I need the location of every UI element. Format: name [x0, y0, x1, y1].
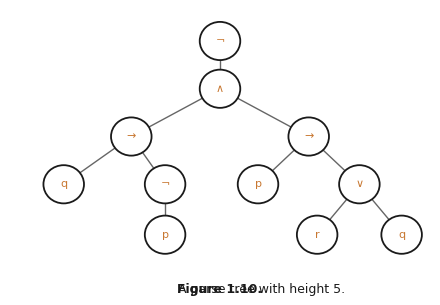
- Text: →: →: [304, 131, 313, 142]
- Ellipse shape: [200, 70, 240, 108]
- Text: Figure 1.10.: Figure 1.10.: [177, 283, 263, 296]
- Text: p: p: [161, 230, 169, 240]
- Text: q: q: [60, 179, 67, 189]
- Text: ∨: ∨: [356, 179, 363, 189]
- Ellipse shape: [200, 22, 240, 60]
- Ellipse shape: [238, 165, 278, 203]
- Ellipse shape: [44, 165, 84, 203]
- Ellipse shape: [145, 216, 185, 254]
- Text: r: r: [315, 230, 319, 240]
- Text: →: →: [127, 131, 136, 142]
- Text: q: q: [398, 230, 405, 240]
- Text: ¬: ¬: [161, 179, 170, 189]
- Ellipse shape: [145, 165, 185, 203]
- Ellipse shape: [381, 216, 422, 254]
- Ellipse shape: [111, 117, 151, 156]
- Text: ¬: ¬: [215, 36, 225, 46]
- Text: p: p: [254, 179, 261, 189]
- Text: ∧: ∧: [216, 84, 224, 94]
- Text: A parse tree with height 5.: A parse tree with height 5.: [170, 283, 345, 296]
- Ellipse shape: [339, 165, 380, 203]
- Ellipse shape: [289, 117, 329, 156]
- Ellipse shape: [297, 216, 337, 254]
